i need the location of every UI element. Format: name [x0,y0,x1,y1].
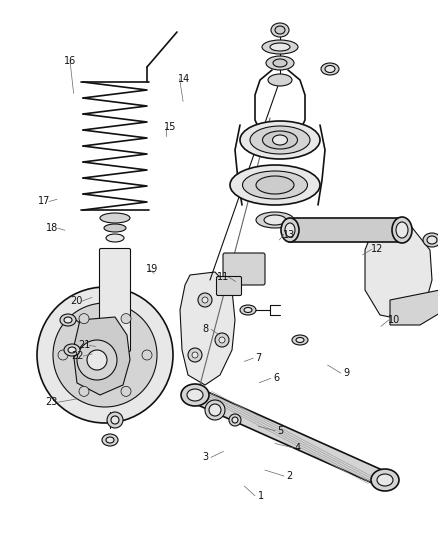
Ellipse shape [181,384,209,406]
FancyBboxPatch shape [288,218,402,242]
Text: 12: 12 [371,245,383,254]
Circle shape [121,386,131,397]
Ellipse shape [230,165,320,205]
Ellipse shape [250,126,310,154]
Text: 16: 16 [64,56,76,66]
Ellipse shape [187,389,203,401]
Ellipse shape [270,43,290,51]
Circle shape [202,297,208,303]
Text: 11: 11 [217,272,230,282]
Ellipse shape [427,236,437,244]
Ellipse shape [268,74,292,86]
Circle shape [142,350,152,360]
Circle shape [79,313,89,324]
FancyBboxPatch shape [216,277,241,295]
Ellipse shape [256,212,294,228]
Circle shape [198,293,212,307]
Text: 20: 20 [71,296,83,306]
Text: 7: 7 [255,353,261,363]
Ellipse shape [262,40,298,54]
FancyBboxPatch shape [223,253,265,285]
Ellipse shape [229,414,241,426]
Circle shape [192,352,198,358]
Ellipse shape [104,224,126,232]
Ellipse shape [243,171,307,199]
Ellipse shape [377,474,393,486]
Ellipse shape [271,23,289,37]
Text: 9: 9 [343,368,349,378]
Ellipse shape [244,308,252,312]
Ellipse shape [325,66,335,72]
Text: 5: 5 [277,426,283,435]
Text: 22: 22 [72,351,84,361]
Ellipse shape [106,234,124,242]
Circle shape [215,333,229,347]
Ellipse shape [232,417,238,423]
Text: 23: 23 [46,398,58,407]
Ellipse shape [321,63,339,75]
Polygon shape [192,387,388,487]
Ellipse shape [209,404,221,416]
Text: 15: 15 [164,122,176,132]
Circle shape [77,340,117,380]
Ellipse shape [423,233,438,247]
Text: 6: 6 [273,374,279,383]
Text: 1: 1 [258,491,264,500]
Text: 18: 18 [46,223,59,233]
Ellipse shape [296,337,304,343]
Polygon shape [73,317,130,395]
Polygon shape [390,290,438,325]
Ellipse shape [281,218,299,242]
Ellipse shape [272,135,287,145]
Ellipse shape [240,305,256,315]
Text: 10: 10 [388,315,400,325]
Circle shape [37,287,173,423]
Circle shape [58,350,68,360]
Ellipse shape [107,412,123,428]
Circle shape [121,313,131,324]
Text: 13: 13 [283,230,295,239]
Circle shape [188,348,202,362]
Text: 14: 14 [178,74,190,84]
Ellipse shape [68,347,76,353]
Ellipse shape [64,344,80,356]
Polygon shape [365,225,432,320]
Ellipse shape [264,215,286,225]
Polygon shape [180,272,235,385]
Ellipse shape [106,437,114,443]
Ellipse shape [396,222,408,238]
Ellipse shape [60,314,76,326]
Ellipse shape [371,469,399,491]
Ellipse shape [100,213,130,223]
Ellipse shape [240,121,320,159]
Text: 19: 19 [146,264,159,274]
Circle shape [219,337,225,343]
Ellipse shape [262,131,297,149]
Ellipse shape [111,416,119,424]
Ellipse shape [292,335,308,345]
Text: 2: 2 [286,471,292,481]
Ellipse shape [64,317,72,323]
FancyBboxPatch shape [99,248,131,351]
Text: 17: 17 [38,197,50,206]
Ellipse shape [273,59,287,67]
Ellipse shape [392,217,412,243]
Circle shape [79,386,89,397]
Text: 3: 3 [203,453,209,462]
Circle shape [53,303,157,407]
Circle shape [87,350,107,370]
Text: 4: 4 [295,443,301,453]
Text: 21: 21 [78,341,90,350]
Ellipse shape [102,434,118,446]
Ellipse shape [266,56,294,70]
Ellipse shape [285,223,295,237]
Ellipse shape [275,26,285,34]
Ellipse shape [205,400,225,420]
Ellipse shape [256,176,294,194]
Text: 8: 8 [203,325,209,334]
